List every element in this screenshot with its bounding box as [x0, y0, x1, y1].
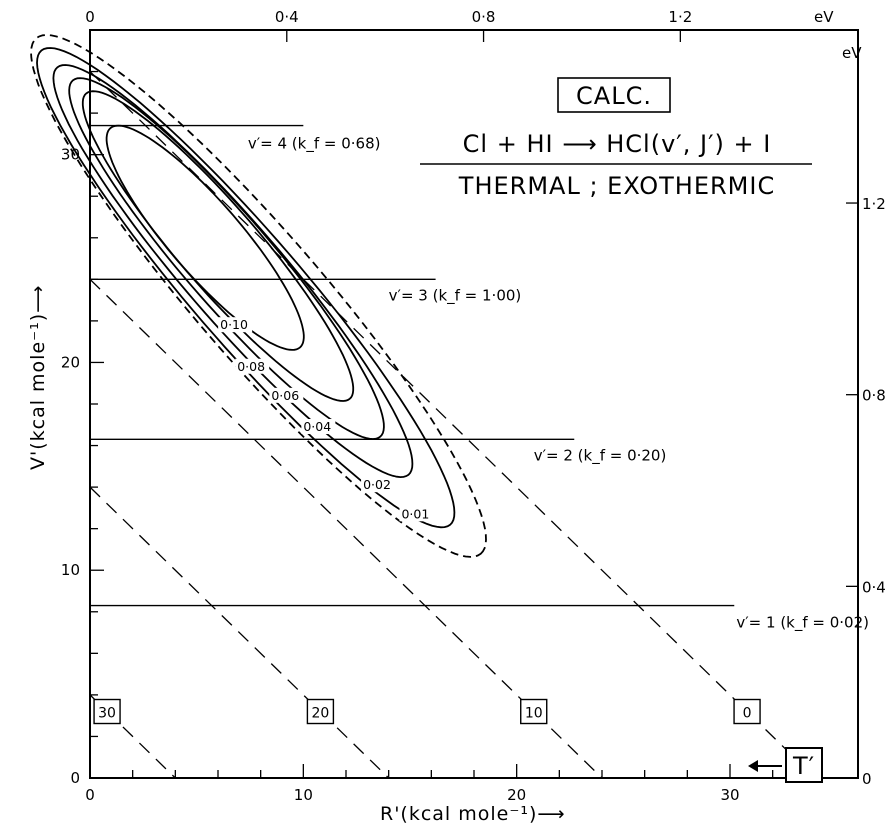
contour-label: 0·06: [271, 388, 299, 403]
x-tick-label: 20: [507, 786, 526, 804]
right-tick-label: 1·2: [862, 195, 886, 213]
isotherm-line: [89, 71, 816, 779]
contour-line: [36, 47, 456, 529]
x-tick-label: 0: [85, 786, 95, 804]
contour-label-bg: [269, 387, 304, 403]
isotherm-line: [89, 278, 603, 779]
y-tick-label: 30: [61, 146, 80, 164]
isotherm-box: [733, 698, 761, 725]
top-tick-label: 0·8: [472, 8, 496, 26]
contour-line: [81, 90, 355, 402]
y-axis-title: V'(kcal mole⁻¹)⟶: [27, 285, 49, 470]
top-axis-unit: eV: [814, 8, 834, 26]
contour-label: 0·02: [363, 477, 391, 492]
calc-box: [557, 77, 671, 113]
contour-label: 0·08: [237, 359, 265, 374]
isotherm-line: [89, 486, 390, 779]
isotherm-line: [89, 694, 176, 779]
contour-label-bg: [301, 419, 336, 435]
y-tick-label: 10: [61, 561, 80, 579]
contour-line: [105, 124, 305, 351]
contour-label: 0·01: [401, 506, 429, 521]
axis-ticks: 0 10 20 30 0 10 20 30 0 0·4 0·8 1·2 0 0·4 0·8 1·2: [61, 8, 886, 804]
y-tick-label: 20: [61, 353, 80, 371]
top-tick-label: 0·4: [275, 8, 299, 26]
contour-label-bg: [235, 358, 270, 374]
contour-label: 0·10: [220, 317, 248, 332]
contours: 0·01 0·02 0·04 0·06 0·08 0·10: [30, 34, 487, 558]
isotherm-lines: 0 10 20 30: [89, 71, 816, 779]
y-tick-label: 0: [70, 769, 80, 787]
isotherm-label: 30: [98, 706, 116, 722]
t-prime-box: [785, 747, 823, 783]
vibrational-level-label: v′= 1 (k_f = 0·02): [736, 614, 869, 633]
x-tick-label: 30: [720, 786, 739, 804]
contour-line: [30, 34, 487, 558]
contour-line: [52, 64, 414, 479]
right-axis-unit: eV: [842, 44, 862, 62]
top-tick-label: 0: [85, 8, 95, 26]
isotherm-box: [520, 698, 548, 725]
reaction-condition: THERMAL ; EXOTHERMIC: [458, 172, 775, 200]
vibrational-level-label: v′= 3 (k_f = 1·00): [389, 286, 522, 305]
isotherm-label: 10: [525, 706, 543, 722]
t-prime-arrowhead: [748, 760, 758, 772]
vibrational-level-label: v′= 4 (k_f = 0·68): [248, 135, 381, 154]
right-tick-label: 0: [862, 770, 872, 788]
isotherm-box: [306, 698, 335, 725]
reaction-equation: Cl + HI ⟶ HCl(v′, J′) + I: [463, 130, 772, 158]
right-tick-label: 0·4: [862, 578, 886, 596]
contour-line: [68, 77, 385, 440]
x-tick-label: 10: [294, 786, 313, 804]
isotherm-label: 0: [743, 706, 752, 722]
contour-label-bg: [399, 506, 434, 522]
isotherm-label: 20: [311, 706, 329, 722]
right-tick-label: 0·8: [862, 387, 886, 405]
isotherm-box: [93, 698, 121, 725]
top-tick-label: 1·2: [668, 8, 692, 26]
contour-label: 0·04: [303, 419, 331, 434]
contour-label-bg: [218, 317, 253, 333]
vibrational-level-label: v′= 2 (k_f = 0·20): [534, 446, 667, 465]
vibrational-levels: v′= 1 (k_f = 0·02) v′= 2 (k_f = 0·20) v′= …: [90, 124, 869, 633]
x-axis-title: R'(kcal mole⁻¹)⟶: [380, 803, 566, 825]
contour-label-bg: [361, 477, 396, 493]
t-prime-label: T′: [792, 752, 815, 780]
calc-label: CALC.: [576, 82, 652, 110]
